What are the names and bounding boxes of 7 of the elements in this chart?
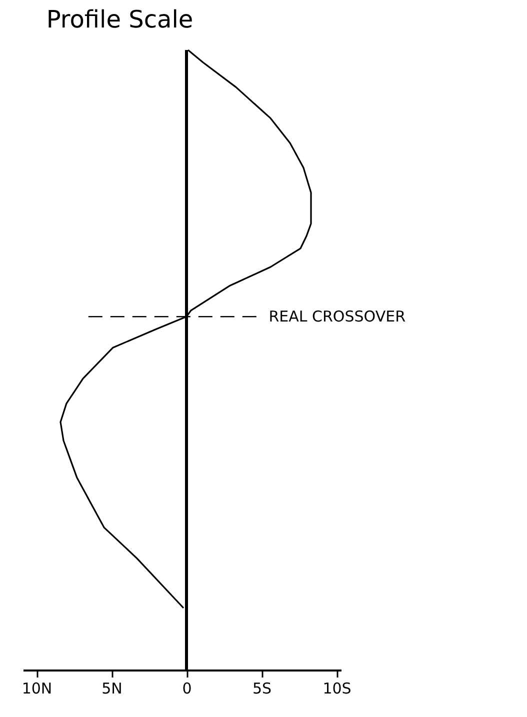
x-tick-label: 5N <box>102 680 122 698</box>
x-tick-label: 0 <box>182 680 192 698</box>
ref-line-label: REAL CROSSOVER <box>268 308 406 326</box>
x-tick-label: 10S <box>322 680 352 698</box>
x-tick-label: 10N <box>22 680 52 698</box>
x-tick-label: 5S <box>252 680 272 698</box>
chart-title: Profile Scale <box>46 6 194 34</box>
